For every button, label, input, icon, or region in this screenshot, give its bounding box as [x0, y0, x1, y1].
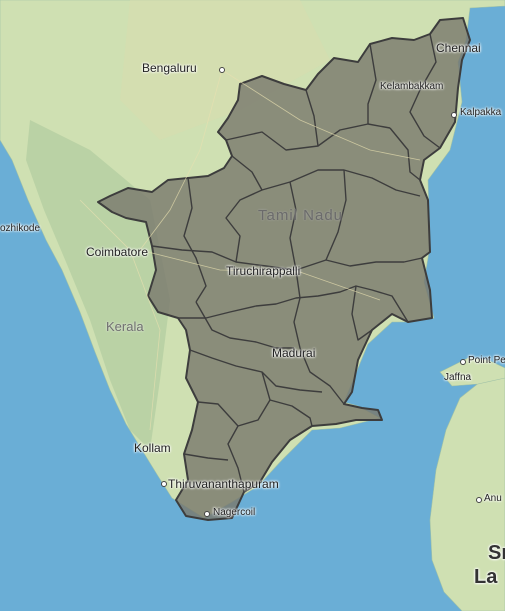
label-jaffna: Jaffna [444, 372, 472, 383]
label-thiruvananthapuram: Thiruvananthapuram [168, 477, 279, 491]
label-madurai: Madurai [272, 346, 316, 360]
label-kalpakkam: Kalpakka [460, 107, 502, 118]
label-lanka: La [474, 566, 498, 588]
label-tamil-nadu: Tamil Nadu [258, 207, 344, 224]
label-kerala: Kerala [106, 319, 144, 334]
label-chennai: Chennai [436, 41, 481, 55]
dot-thiruvananthapuram [161, 481, 167, 487]
sri-lanka-landmass [429, 373, 505, 611]
label-kozhikode: ozhikode [0, 223, 41, 234]
dot-anu [476, 497, 482, 503]
label-sri: Sr [488, 542, 505, 564]
label-kelambakkam: Kelambakkam [380, 81, 444, 92]
deccan-terrain [120, 0, 330, 140]
label-anu: Anu [484, 493, 502, 504]
label-bengaluru: Bengaluru [142, 61, 197, 75]
label-nagercoil: Nagercoil [213, 507, 256, 518]
jaffna-peninsula [439, 357, 505, 387]
label-coimbatore: Coimbatore [86, 245, 149, 259]
dot-kalpakkam [451, 112, 457, 118]
label-kollam: Kollam [134, 441, 171, 455]
dot-bengaluru [219, 67, 225, 73]
label-tiruchirappalli: Tiruchirappalli [226, 264, 301, 278]
label-point-pedro: Point Pe [468, 355, 505, 366]
road-network [79, 69, 421, 431]
dot-point-pedro [460, 359, 466, 365]
dot-nagercoil [204, 511, 210, 517]
district-boundaries [151, 33, 441, 493]
